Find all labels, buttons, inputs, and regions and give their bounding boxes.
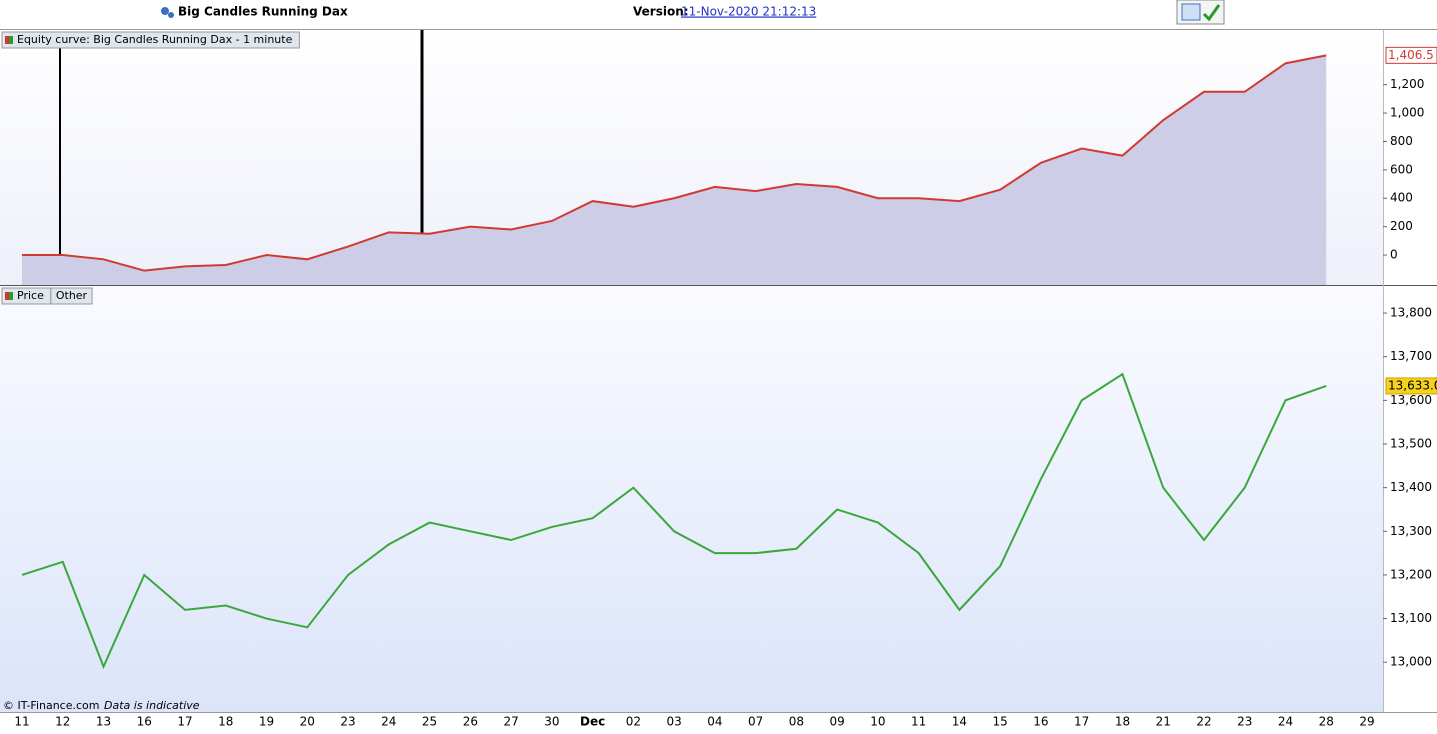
version-label: Version: (633, 5, 689, 19)
version-link[interactable]: 11-Nov-2020 21:12:13 (681, 5, 816, 19)
y-tick-label: 400 (1390, 191, 1413, 205)
x-tick-label: 10 (870, 715, 885, 729)
y-tick-label: 13,800 (1390, 306, 1432, 320)
x-tick-label: 29 (1359, 715, 1374, 729)
copyright: © IT-Finance.com (3, 699, 100, 712)
x-tick-label: 22 (1196, 715, 1211, 729)
y-tick-label: 600 (1390, 162, 1413, 176)
tab[interactable] (50, 287, 93, 305)
line (21, 372, 1327, 670)
y-tick-label: 13,300 (1390, 524, 1432, 538)
x-tick-label: 16 (1033, 715, 1048, 729)
x-tick-label: 23 (1237, 715, 1252, 729)
x-tick-label: 30 (544, 715, 559, 729)
x-tick-label: 09 (830, 715, 845, 729)
x-tick-label: 17 (1074, 715, 1089, 729)
y-tick-label: 200 (1390, 219, 1413, 233)
panel-bg (0, 286, 1383, 712)
y-tick-label: 13,700 (1390, 349, 1432, 363)
tab-label: Other (56, 289, 88, 302)
legend-label: Equity curve: Big Candles Running Dax - … (17, 33, 293, 46)
y-tick-label: 1,200 (1390, 77, 1424, 91)
y-tick-label: 13,400 (1390, 480, 1432, 494)
legend-swatch (9, 292, 13, 300)
x-tick-label: 25 (422, 715, 437, 729)
y-tick-label: 13,600 (1390, 393, 1432, 407)
x-tick-label: 11 (911, 715, 926, 729)
x-tick-label: 27 (503, 715, 518, 729)
x-tick-label: 12 (55, 715, 70, 729)
x-tick-label: 19 (259, 715, 274, 729)
legend-swatch (5, 36, 9, 44)
x-tick-label: 21 (1156, 715, 1171, 729)
line (22, 54, 1327, 272)
legend-label: Price (17, 289, 44, 302)
y-tick-label: 13,500 (1390, 437, 1432, 451)
note: Data is indicative (104, 699, 200, 712)
title: Big Candles Running Dax (178, 5, 348, 19)
y-tick-label: 800 (1390, 134, 1413, 148)
x-tick-label: 03 (666, 715, 681, 729)
x-tick-label: 02 (626, 715, 641, 729)
last-value-tag (1385, 46, 1437, 64)
x-tick-label: 18 (218, 715, 233, 729)
x-tick-label: 23 (340, 715, 355, 729)
last-value-tag (1385, 377, 1437, 395)
x-tick-label: 26 (463, 715, 478, 729)
last-value-label: 1,406.5 (1388, 48, 1434, 62)
x-tick-label: 04 (707, 715, 722, 729)
y-tick-label: 13,200 (1390, 567, 1432, 581)
x-tick-label: 24 (381, 715, 396, 729)
x-tick-label: 13 (96, 715, 111, 729)
x-tick-label: Dec (580, 715, 605, 729)
x-tick-label: 15 (993, 715, 1008, 729)
x-tick-label: 24 (1278, 715, 1293, 729)
y-tick-label: 1,000 (1390, 106, 1424, 120)
x-tick-label: 18 (1115, 715, 1130, 729)
x-tick-label: 20 (300, 715, 315, 729)
legend-swatch (5, 292, 9, 300)
legend-box (1, 31, 300, 49)
x-tick-label: 14 (952, 715, 967, 729)
x-tick-label: 28 (1319, 715, 1334, 729)
y-tick-label: 13,000 (1390, 655, 1432, 669)
x-tick-label: 11 (14, 715, 29, 729)
gear-icon (161, 7, 174, 18)
area (22, 55, 1327, 286)
x-tick-label: 07 (748, 715, 763, 729)
x-tick-label: 08 (789, 715, 804, 729)
last-value-label: 13,633.0 (1388, 378, 1437, 392)
legend-swatch (9, 36, 13, 44)
toolbar-icon[interactable] (1176, 0, 1225, 25)
y-tick-label: 0 (1390, 248, 1398, 262)
x-tick-label: 17 (177, 715, 192, 729)
y-tick-label: 13,100 (1390, 611, 1432, 625)
x-tick-label: 16 (137, 715, 152, 729)
